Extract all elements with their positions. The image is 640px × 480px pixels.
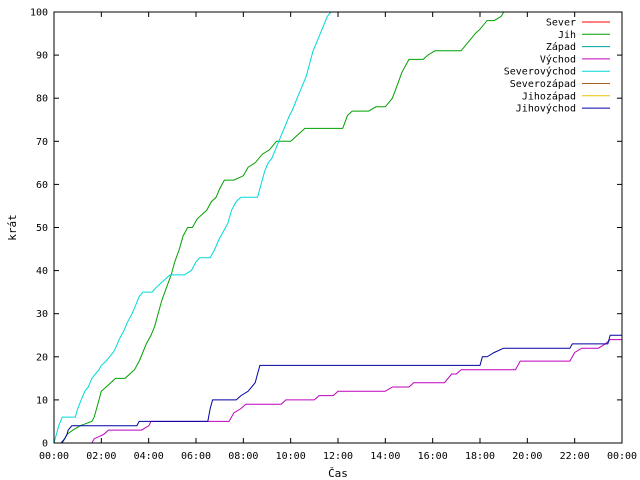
x-tick-label: 00:00 — [607, 451, 637, 462]
y-tick-label: 30 — [36, 309, 48, 320]
legend-label: Severovýchod — [504, 66, 576, 78]
y-tick-label: 70 — [36, 137, 48, 148]
x-tick-label: 06:00 — [181, 451, 211, 462]
series-line-1 — [61, 12, 505, 443]
legend-label: Sever — [546, 18, 576, 29]
y-tick-label: 20 — [36, 352, 48, 363]
x-tick-label: 00:00 — [39, 451, 69, 462]
legend-label: Severozápad — [510, 78, 576, 90]
series-line-4 — [54, 12, 332, 443]
y-tick-label: 80 — [36, 94, 48, 105]
x-tick-label: 16:00 — [418, 451, 448, 462]
y-tick-label: 0 — [42, 439, 48, 450]
x-tick-label: 18:00 — [465, 451, 495, 462]
axes-group: 00:00 02:00 04:00 06:00 08:00 10:00 12:00 14:00… — [30, 8, 637, 463]
x-tick-label: 14:00 — [370, 451, 400, 462]
y-tick-label: 40 — [36, 266, 48, 277]
x-tick-label: 02:00 — [86, 451, 116, 462]
y-tick-label: 10 — [36, 395, 48, 406]
legend-label: Jih — [558, 30, 576, 41]
x-tick-label: 20:00 — [512, 451, 542, 462]
x-tick-label: 10:00 — [276, 451, 306, 462]
legend-label: Jihozápad — [522, 90, 576, 102]
y-axis-title: krát — [6, 214, 19, 241]
x-tick-label: 22:00 — [560, 451, 590, 462]
y-tick-label: 50 — [36, 223, 48, 234]
legend: SeverJihZápadVýchodSeverovýchodSeverozáp… — [504, 18, 610, 115]
series-group — [54, 12, 622, 443]
x-tick-label: 08:00 — [228, 451, 258, 462]
x-tick-label: 12:00 — [323, 451, 353, 462]
y-tick-label: 100 — [30, 8, 48, 19]
series-line-3 — [91, 339, 622, 443]
series-line-7 — [60, 334, 622, 443]
y-tick-label: 60 — [36, 180, 48, 191]
legend-label: Východ — [540, 53, 576, 65]
x-axis-title: Čas — [328, 467, 348, 480]
x-tick-label: 04:00 — [134, 451, 164, 462]
legend-label: Jihovýchod — [516, 103, 576, 115]
legend-label: Západ — [546, 41, 576, 53]
y-tick-label: 90 — [36, 51, 48, 62]
